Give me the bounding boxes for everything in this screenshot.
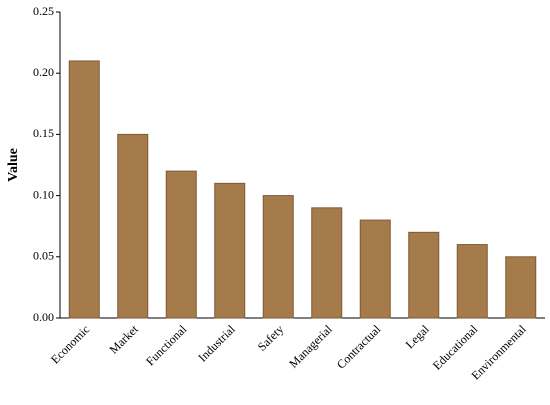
bar xyxy=(505,256,537,319)
x-tick-label: Market xyxy=(106,322,141,357)
bar xyxy=(68,60,100,319)
x-tick-label: Economic xyxy=(48,322,92,366)
bar xyxy=(456,244,488,319)
x-tick-label: Educational xyxy=(430,322,481,373)
y-tick-label: 0.10 xyxy=(33,187,54,201)
x-tick-label: Managerial xyxy=(286,322,335,371)
x-tick-label: Functional xyxy=(143,322,190,369)
y-tick-label: 0.25 xyxy=(33,4,54,18)
y-tick-label: 0.20 xyxy=(33,65,54,79)
y-tick-label: 0.05 xyxy=(33,249,54,263)
x-tick-label: Legal xyxy=(403,322,433,352)
bar xyxy=(408,231,440,319)
bar xyxy=(311,207,343,319)
x-tick-label: Contractual xyxy=(334,322,384,372)
bar xyxy=(214,182,246,319)
y-tick-label: 0.00 xyxy=(33,310,54,324)
bar xyxy=(262,195,294,319)
bar xyxy=(359,219,391,319)
y-tick-label: 0.15 xyxy=(33,126,54,140)
bar xyxy=(117,133,149,319)
x-tick-label: Safety xyxy=(255,322,287,354)
bar xyxy=(165,170,197,319)
x-tick-label: Industrial xyxy=(195,322,238,365)
y-axis-label: Value xyxy=(6,148,21,182)
